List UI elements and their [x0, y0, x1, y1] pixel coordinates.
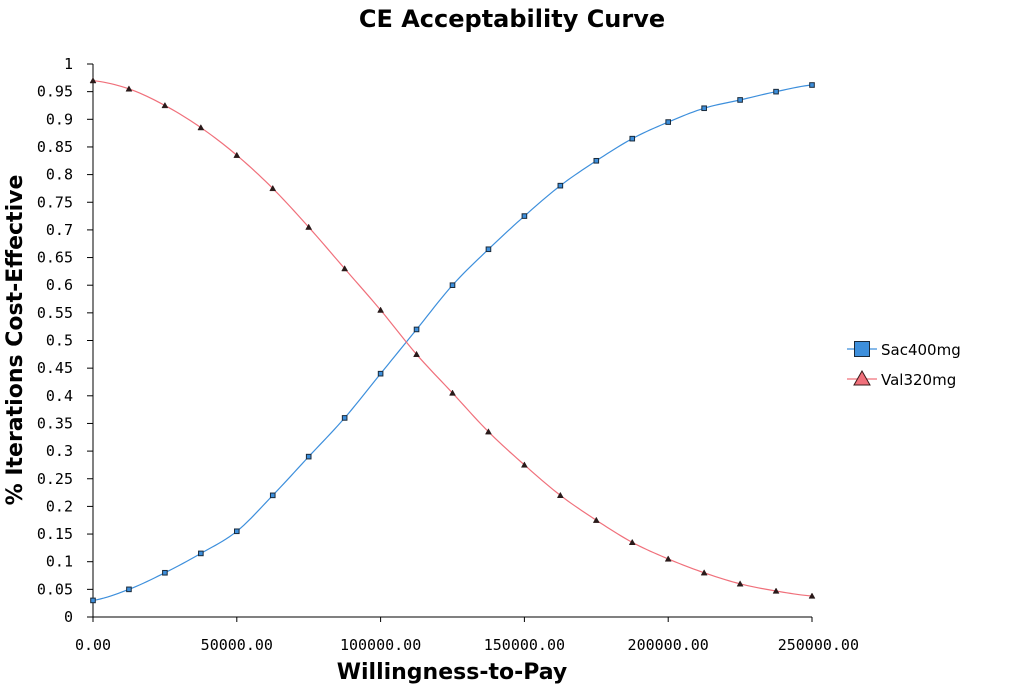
data-point: [592, 516, 600, 523]
data-point: [629, 135, 636, 142]
data-point: [736, 580, 744, 587]
data-point: [90, 597, 96, 604]
y-tick-label: 0.05: [37, 580, 73, 598]
data-point: [808, 592, 816, 599]
legend-label: Sac400mg: [881, 341, 961, 359]
x-tick-label: 50000.00: [201, 636, 273, 654]
data-point: [628, 538, 636, 545]
y-tick-label: 0.85: [37, 138, 73, 156]
y-tick-label: 0.15: [37, 525, 73, 543]
legend-square-icon: [854, 341, 870, 357]
y-tick-label: 0.9: [46, 110, 73, 128]
data-point: [449, 389, 456, 396]
x-tick-group: 0.00 50000.00 100000.00 150000.00 200000.00 2…: [75, 617, 859, 654]
y-tick-label: 0.8: [46, 166, 73, 184]
y-tick-label: 0.65: [37, 249, 73, 267]
y-tick-label: 0.4: [46, 387, 73, 405]
series-line: [92, 84, 813, 602]
y-tick-label: 0.45: [37, 359, 73, 377]
data-point: [161, 101, 169, 109]
plot-series: [89, 77, 816, 604]
legend-triangle-icon: [853, 369, 871, 386]
x-axis-title: Willingness-to-Pay: [337, 660, 568, 685]
data-point: [413, 326, 420, 333]
data-point: [341, 265, 349, 272]
y-tick-label: 0.75: [37, 193, 73, 211]
y-tick-group: 0 0.05 0.1 0.15 0.2 0.25 0.3 0.35 0.4 0.45 0.5 0.55…: [37, 55, 93, 626]
legend: Sac400mg Val320mg: [847, 341, 961, 389]
data-point: [305, 453, 312, 460]
data-point: [701, 105, 707, 112]
y-tick-label: 0.7: [46, 221, 73, 239]
data-point: [521, 213, 528, 219]
data-point: [664, 555, 672, 562]
y-axis: 0 0.05 0.1 0.15 0.2 0.25 0.3 0.35 0.4 0.45 0.5 0.55…: [37, 55, 94, 626]
y-tick-label: 0.3: [46, 442, 73, 460]
data-point: [520, 461, 528, 468]
data-point: [233, 151, 241, 158]
data-point: [377, 306, 385, 313]
data-point: [557, 182, 564, 189]
chart-title: CE Acceptability Curve: [359, 5, 665, 33]
y-tick-label: 0.25: [37, 470, 73, 488]
data-point: [485, 246, 492, 253]
legend-label: Val320mg: [881, 371, 956, 389]
data-point: [773, 88, 779, 95]
y-tick-label: 0.2: [46, 497, 73, 515]
legend-item: Sac400mg: [847, 341, 961, 359]
y-tick-label: 0.55: [37, 304, 73, 322]
data-point: [413, 350, 420, 357]
x-tick-label: 0.00: [75, 636, 111, 654]
series-Val320mg: [89, 77, 816, 599]
data-point: [198, 550, 204, 557]
data-point: [665, 119, 672, 125]
y-tick-label: 0: [64, 608, 73, 626]
y-tick-label: 1: [64, 55, 73, 73]
data-point: [126, 586, 132, 593]
data-point: [234, 528, 240, 535]
series-line: [92, 79, 813, 597]
x-tick-label: 200000.00: [628, 636, 709, 654]
data-point: [197, 124, 205, 131]
data-point: [162, 569, 168, 576]
data-point: [485, 428, 492, 435]
x-tick-label: 250000.00: [778, 636, 859, 654]
x-tick-label: 100000.00: [340, 636, 421, 654]
series-Sac400mg: [90, 82, 815, 604]
data-point: [305, 223, 313, 230]
y-tick-label: 0.1: [46, 553, 73, 571]
x-axis: 0.00 50000.00 100000.00 150000.00 200000.00 2…: [75, 616, 859, 654]
y-axis-title: % Iterations Cost-Effective: [3, 175, 28, 506]
y-tick-label: 0.6: [46, 276, 73, 294]
data-point: [89, 77, 97, 84]
data-point: [269, 492, 276, 499]
data-point: [556, 491, 564, 498]
data-point: [269, 184, 277, 192]
data-point: [700, 569, 708, 576]
data-point: [737, 97, 743, 103]
data-point: [125, 85, 133, 92]
data-point: [341, 415, 348, 421]
data-point: [809, 82, 815, 88]
data-point: [377, 370, 384, 377]
data-point: [772, 587, 780, 594]
y-tick-label: 0.5: [46, 332, 73, 350]
data-point: [449, 282, 456, 288]
legend-item: Val320mg: [847, 369, 956, 389]
x-tick-label: 150000.00: [484, 636, 565, 654]
y-tick-label: 0.35: [37, 414, 73, 432]
data-point: [593, 157, 600, 164]
y-tick-label: 0.95: [37, 83, 73, 101]
